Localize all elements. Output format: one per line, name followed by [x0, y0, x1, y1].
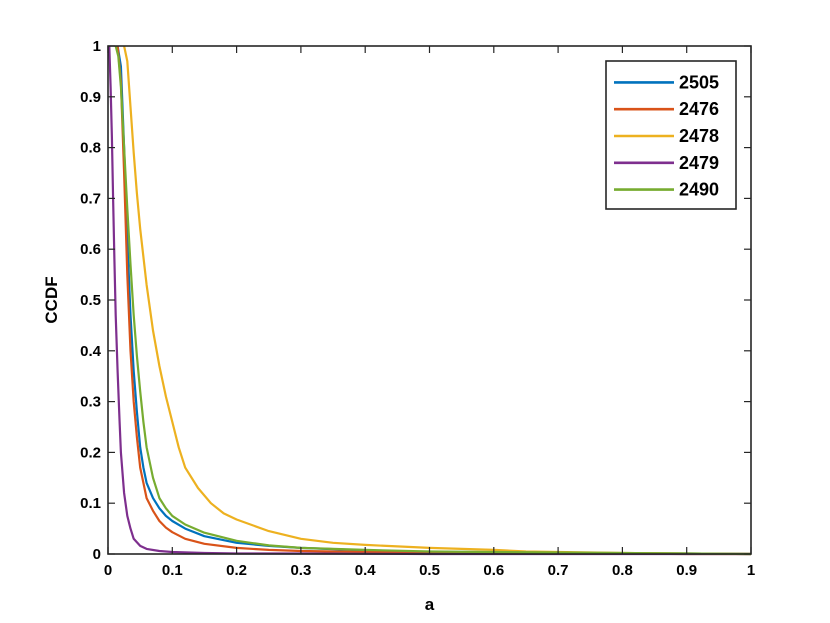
y-tick-label: 0.7 — [80, 190, 101, 207]
x-tick-label: 0.5 — [419, 562, 440, 579]
x-tick-label: 0.9 — [676, 562, 697, 579]
y-tick-label: 0.1 — [80, 495, 101, 512]
legend-label-2476: 2476 — [679, 99, 719, 119]
legend-label-2479: 2479 — [679, 153, 719, 173]
y-tick-label: 0.8 — [80, 140, 101, 157]
y-tick-label: 0.5 — [80, 292, 101, 309]
x-axis-label: a — [425, 595, 435, 614]
x-tick-label: 0.6 — [483, 562, 504, 579]
x-tick-label: 0.4 — [355, 562, 377, 579]
x-tick-label: 0.8 — [612, 562, 633, 579]
y-tick-label: 0.6 — [80, 241, 101, 258]
legend-label-2490: 2490 — [679, 180, 719, 200]
x-tick-label: 0.7 — [548, 562, 569, 579]
legend-label-2478: 2478 — [679, 126, 719, 146]
series-layer — [108, 45, 752, 556]
x-tick-label: 1 — [747, 562, 755, 579]
y-axis-label: CCDF — [42, 276, 61, 323]
series-line-2490 — [114, 45, 752, 556]
y-tick-label: 0.4 — [80, 343, 102, 360]
legend-label-2505: 2505 — [679, 72, 719, 92]
x-tick-label: 0 — [104, 562, 112, 579]
y-tick-label: 0 — [93, 546, 101, 563]
y-tick-label: 0.2 — [80, 444, 101, 461]
y-tick-label: 0.9 — [80, 89, 101, 106]
x-tick-label: 0.2 — [226, 562, 247, 579]
series-line-2478 — [123, 45, 752, 556]
y-tick-label: 0.3 — [80, 394, 101, 411]
x-tick-label: 0.3 — [290, 562, 311, 579]
legend: 2505 2476 2478 2479 2490 — [605, 60, 737, 210]
axis-ticks: 0 0.1 0.2 0.3 0.4 0.5 0.6 0.7 0.8 0.9 1 0 0.1 0.2 0.3 0… — [80, 38, 755, 579]
y-tick-label: 1 — [93, 38, 101, 55]
x-tick-label: 0.1 — [162, 562, 183, 579]
